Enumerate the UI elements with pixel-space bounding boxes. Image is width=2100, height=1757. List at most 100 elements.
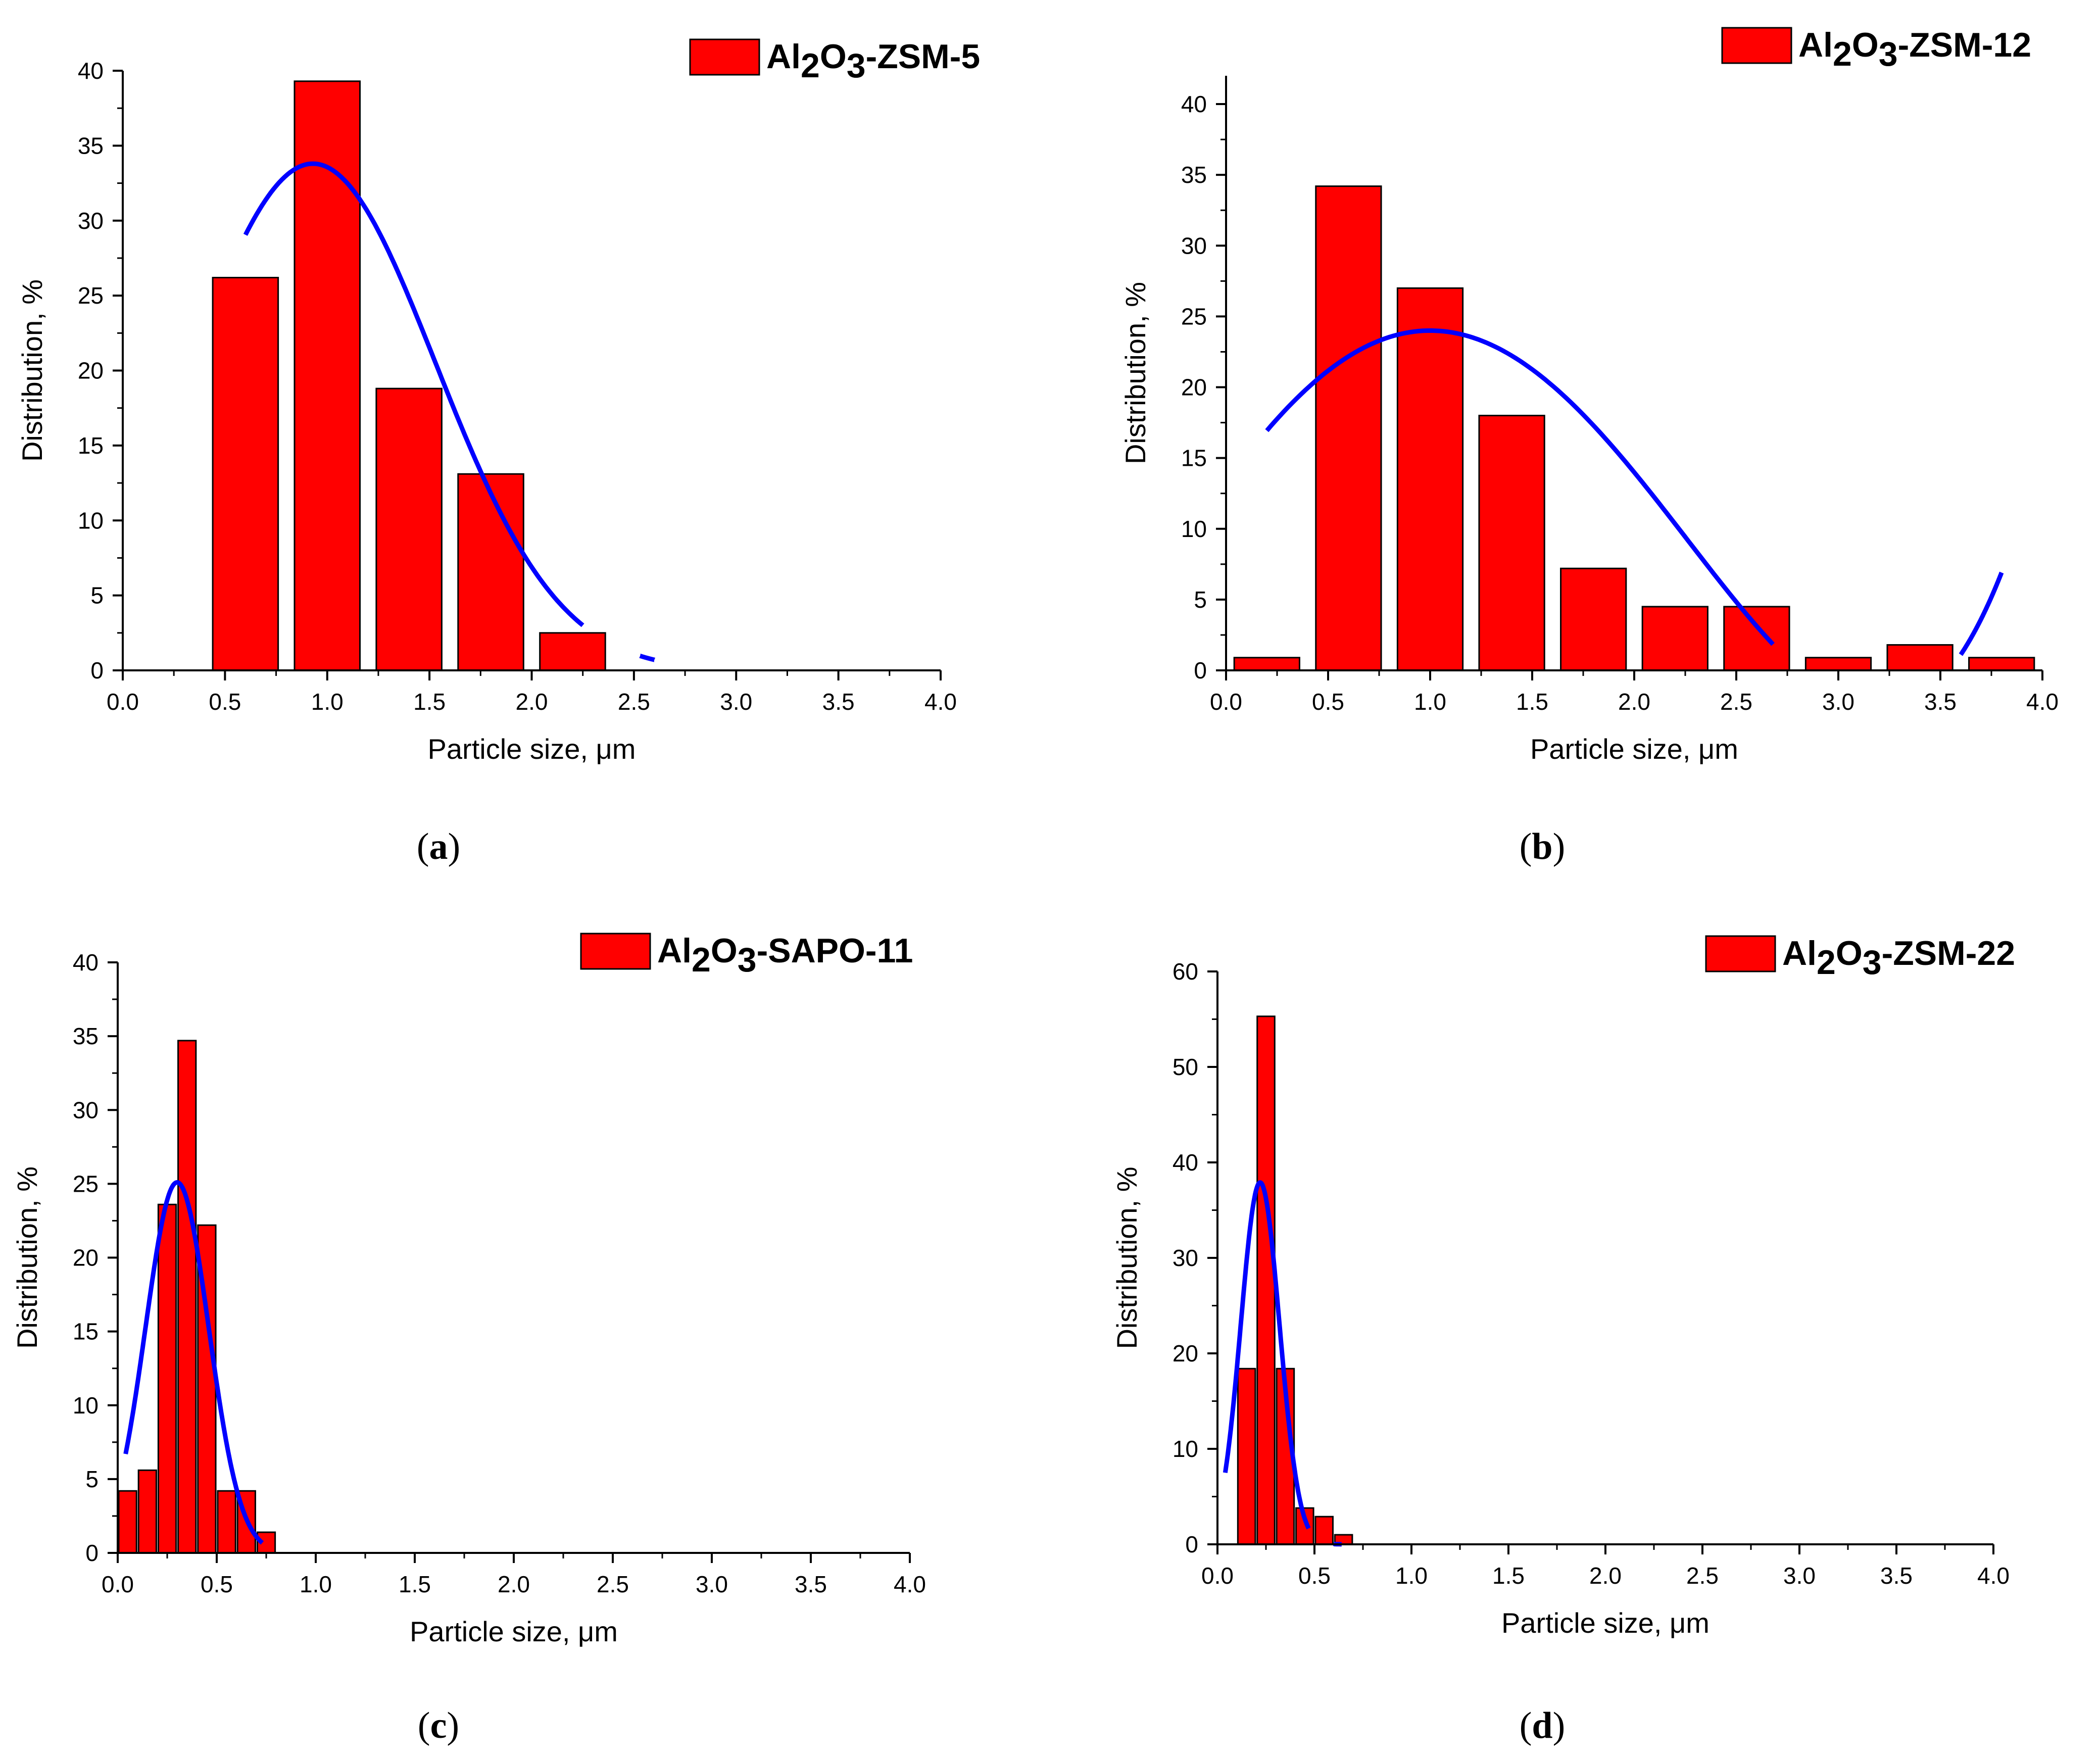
caption-letter-a: a <box>429 826 448 867</box>
y-tick-label-a-5: 25 <box>78 282 104 309</box>
y-tick-label-c-2: 10 <box>73 1392 99 1419</box>
caption-close-paren: ) <box>447 1705 459 1746</box>
caption-close-paren: ) <box>448 826 461 867</box>
y-tick-label-b-0: 0 <box>1194 657 1207 684</box>
y-tick-label-b-5: 25 <box>1181 303 1207 329</box>
y-tick-label-c-5: 25 <box>73 1170 99 1197</box>
legend-sub1-c: 2 <box>692 941 711 979</box>
x-tick-label-c-5: 2.5 <box>597 1571 629 1597</box>
x-tick-label-b-5: 2.5 <box>1720 689 1752 715</box>
x-tick-label-b-3: 1.5 <box>1516 689 1548 715</box>
y-tick-label-b-6: 30 <box>1181 232 1207 259</box>
x-tick-label-d-3: 1.5 <box>1492 1563 1525 1589</box>
legend-mid-c: O <box>711 932 738 970</box>
caption-close-paren: ) <box>1553 1705 1566 1746</box>
legend-sub1-b: 2 <box>1833 35 1852 73</box>
bar-d-0 <box>1237 1368 1256 1545</box>
legend-swatch-c <box>580 933 651 970</box>
x-tick-label-a-2: 1.0 <box>311 689 344 715</box>
x-tick-label-b-6: 3.0 <box>1822 689 1854 715</box>
x-tick-label-d-4: 2.0 <box>1589 1563 1622 1589</box>
legend-text-d: Al <box>1782 934 1817 972</box>
y-tick-label-b-1: 5 <box>1194 587 1207 613</box>
x-tick-label-c-6: 3.0 <box>696 1571 728 1597</box>
bar-b-3 <box>1478 415 1545 671</box>
fit-curve-d-0 <box>1223 1180 1311 1530</box>
bar-c-2 <box>157 1203 177 1554</box>
y-tick-label-d-4: 40 <box>1173 1149 1198 1176</box>
y-tick-label-a-7: 35 <box>78 132 104 159</box>
x-tick-label-a-0: 0.0 <box>107 689 139 715</box>
x-tick-label-d-5: 2.5 <box>1686 1563 1719 1589</box>
y-tick-label-a-0: 0 <box>90 657 104 684</box>
bar-d-4 <box>1314 1516 1334 1545</box>
legend-sub2-c: 3 <box>738 941 757 979</box>
x-tick-label-a-1: 0.5 <box>209 689 241 715</box>
y-tick-label-c-8: 40 <box>73 949 99 975</box>
x-tick-label-d-6: 3.0 <box>1783 1563 1816 1589</box>
caption-letter-c: c <box>430 1705 447 1746</box>
bar-d-1 <box>1256 1015 1276 1545</box>
fit-curve-b-1 <box>1959 571 2004 657</box>
x-tick-label-d-0: 0.0 <box>1201 1563 1234 1589</box>
bar-b-1 <box>1315 185 1382 671</box>
panel-caption-d: (d) <box>1520 1705 1565 1746</box>
x-tick-label-c-0: 0.0 <box>102 1571 134 1597</box>
fit-curve-a-0 <box>243 161 584 627</box>
legend-tail-a: -ZSM-5 <box>866 37 981 76</box>
y-tick-label-c-1: 5 <box>85 1466 99 1492</box>
x-tick-label-a-8: 4.0 <box>924 689 957 715</box>
bar-b-5 <box>1641 606 1708 671</box>
x-tick-label-c-4: 2.0 <box>498 1571 530 1597</box>
legend-sub1-d: 2 <box>1817 943 1836 982</box>
x-tick-label-c-1: 0.5 <box>201 1571 233 1597</box>
y-tick-label-a-4: 20 <box>78 358 104 384</box>
panels: 0.0 0.5 1.0 1.5 2.0 2.5 3.0 3.5 4.00510152025303… <box>11 26 2059 1746</box>
x-tick-label-b-4: 2.0 <box>1618 689 1650 715</box>
caption-open-paren: ( <box>1520 826 1532 867</box>
legend-tail-b: -ZSM-12 <box>1898 26 2031 64</box>
x-axis-title-b: Particle size, μm <box>1530 733 1738 765</box>
legend-swatch-d <box>1705 935 1776 972</box>
bar-b-4 <box>1560 567 1627 671</box>
fit-curve-a-1 <box>638 653 657 662</box>
y-tick-label-a-8: 40 <box>78 58 104 84</box>
y-tick-label-a-3: 15 <box>78 432 104 459</box>
legend-text-c: Al <box>657 932 692 970</box>
y-tick-label-c-6: 30 <box>73 1097 99 1123</box>
bar-a-2 <box>375 387 443 671</box>
bar-a-1 <box>294 80 361 671</box>
x-axis-title-a: Particle size, μm <box>428 733 636 765</box>
bar-a-3 <box>457 473 524 671</box>
y-tick-label-b-4: 20 <box>1181 374 1207 401</box>
y-tick-label-b-3: 15 <box>1181 445 1207 471</box>
bar-b-6 <box>1723 606 1790 671</box>
y-tick-label-a-1: 5 <box>90 582 104 609</box>
bar-a-0 <box>212 277 279 671</box>
legend-text-a: Al <box>766 37 801 76</box>
legend-label-d: Al2O3-ZSM-22 <box>1782 934 2015 982</box>
y-tick-label-c-4: 20 <box>73 1245 99 1271</box>
caption-open-paren: ( <box>417 826 429 867</box>
panel-d: 0.0 0.5 1.0 1.5 2.0 2.5 3.0 3.5 4.0 0 10 20 30 40 50 60… <box>1111 934 2015 1746</box>
y-tick-label-d-2: 20 <box>1173 1340 1198 1366</box>
legend-label-c: Al2O3-SAPO-11 <box>657 932 913 979</box>
x-tick-label-c-3: 1.5 <box>399 1571 431 1597</box>
fit-curve-b-0 <box>1265 328 1775 646</box>
x-tick-label-c-7: 3.5 <box>795 1571 827 1597</box>
y-tick-label-d-0: 0 <box>1185 1531 1198 1557</box>
y-axis-title-c: Distribution, % <box>11 1166 43 1349</box>
legend-mid-b: O <box>1852 26 1879 64</box>
x-tick-label-b-1: 0.5 <box>1312 689 1344 715</box>
y-axis-title-b: Distribution, % <box>1119 282 1151 464</box>
y-tick-label-d-3: 30 <box>1173 1245 1198 1271</box>
y-tick-label-c-7: 35 <box>73 1023 99 1049</box>
x-tick-label-a-7: 3.5 <box>822 689 855 715</box>
legend-swatch-b <box>1721 27 1792 64</box>
panel-c: 0.0 0.5 1.0 1.5 2.0 2.5 3.0 3.5 4.0 0 5 10 15 20 25 30 3… <box>11 932 926 1746</box>
legend-label-a: Al2O3-ZSM-5 <box>766 37 980 85</box>
legend-mid-a: O <box>820 37 847 76</box>
x-tick-label-a-3: 1.5 <box>413 689 446 715</box>
x-tick-label-d-1: 0.5 <box>1298 1563 1331 1589</box>
bar-b-0 <box>1233 657 1300 671</box>
